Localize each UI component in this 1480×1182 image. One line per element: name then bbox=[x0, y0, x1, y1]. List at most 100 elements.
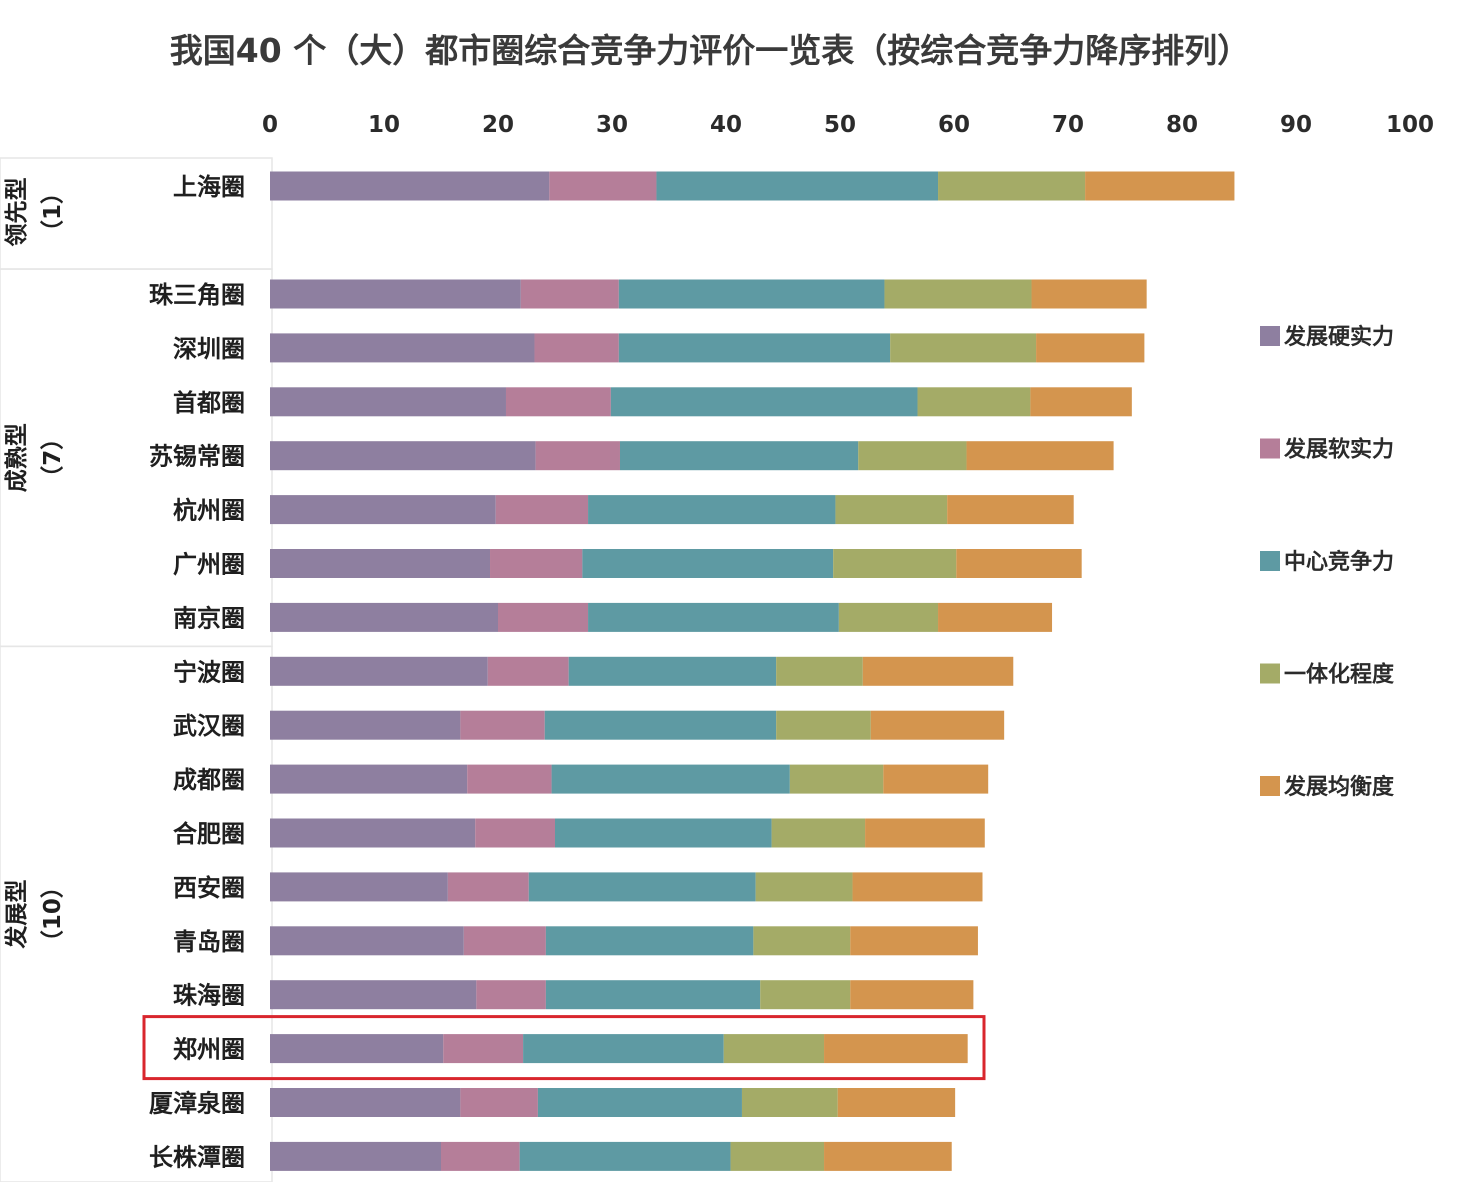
bar-segment bbox=[1085, 171, 1235, 201]
bar-segment bbox=[835, 495, 948, 525]
group-count: （10） bbox=[39, 875, 66, 953]
bar-segment bbox=[883, 764, 989, 794]
bar-segment bbox=[884, 279, 1032, 309]
legend-label: 中心竞争力 bbox=[1284, 549, 1394, 575]
legend-label: 一体化程度 bbox=[1284, 662, 1395, 688]
bar-segment bbox=[270, 279, 521, 309]
bar-segment bbox=[270, 495, 496, 525]
bar-segment bbox=[755, 872, 853, 902]
bar-segment bbox=[850, 980, 974, 1010]
bar-segment bbox=[865, 818, 985, 848]
bar-segment bbox=[270, 549, 491, 578]
category-label: 西安圈 bbox=[173, 874, 245, 902]
bar-segment bbox=[618, 333, 891, 363]
bar-segment bbox=[588, 602, 839, 632]
category-label: 珠海圈 bbox=[173, 982, 245, 1010]
category-label: 武汉圈 bbox=[173, 712, 245, 740]
category-label: 合肥圈 bbox=[173, 820, 245, 848]
bar-segment bbox=[776, 656, 863, 686]
x-tick-label: 20 bbox=[482, 112, 514, 138]
bar-segment bbox=[1030, 387, 1132, 417]
bar-segment bbox=[610, 387, 918, 417]
x-tick-label: 40 bbox=[710, 112, 742, 138]
bar-segment bbox=[528, 872, 756, 902]
bar-segment bbox=[475, 818, 555, 848]
bar-segment bbox=[270, 710, 461, 740]
x-tick-label: 90 bbox=[1280, 112, 1312, 138]
bar-segment bbox=[270, 441, 536, 471]
bar-segment bbox=[519, 1141, 731, 1171]
group-name: 领先型 bbox=[3, 178, 30, 247]
bar-segment bbox=[618, 279, 885, 309]
bar-segment bbox=[917, 387, 1031, 417]
bar-segment bbox=[723, 1034, 825, 1064]
x-tick-label: 80 bbox=[1166, 112, 1198, 138]
bar-segment bbox=[656, 171, 939, 201]
bar-segment bbox=[487, 656, 569, 686]
category-label: 深圳圈 bbox=[173, 335, 245, 363]
bar-segment bbox=[890, 333, 1037, 363]
bar-segment bbox=[760, 980, 851, 1010]
x-tick-label: 60 bbox=[938, 112, 970, 138]
bar-segment bbox=[568, 656, 777, 686]
bar-segment bbox=[520, 279, 619, 309]
bar-segment bbox=[544, 710, 777, 740]
bar-segment bbox=[619, 441, 859, 471]
bar-segment bbox=[555, 818, 772, 848]
legend-swatch bbox=[1260, 438, 1280, 459]
bar-segment bbox=[270, 1034, 444, 1064]
group-name: 发展型 bbox=[3, 880, 30, 950]
bar-segment bbox=[270, 872, 448, 902]
bar-segment bbox=[460, 710, 545, 740]
bar-segment bbox=[270, 1088, 461, 1117]
bar-segment bbox=[270, 387, 506, 417]
bar-segment bbox=[741, 1088, 838, 1117]
bar-segment bbox=[270, 602, 498, 632]
bar-segment bbox=[862, 656, 1014, 686]
bar-segment bbox=[824, 1034, 968, 1064]
bar-segment bbox=[789, 764, 884, 794]
bar-segment bbox=[490, 549, 583, 578]
bar-segment bbox=[535, 441, 620, 471]
group-count: （7） bbox=[39, 427, 66, 489]
bar-segment bbox=[549, 171, 657, 201]
bar-segment bbox=[837, 1088, 956, 1117]
bar-segment bbox=[850, 926, 978, 956]
bar-segment bbox=[270, 926, 464, 956]
bar-segment bbox=[938, 171, 1086, 201]
category-label: 首都圈 bbox=[173, 389, 245, 417]
bar-segment bbox=[771, 818, 866, 848]
bar-segment bbox=[443, 1034, 524, 1064]
bar-segment bbox=[270, 980, 477, 1010]
category-label: 南京圈 bbox=[173, 604, 245, 632]
bar-segment bbox=[447, 872, 529, 902]
bar-segment bbox=[495, 495, 589, 525]
x-tick-label: 10 bbox=[368, 112, 400, 138]
category-label: 苏锡常圈 bbox=[149, 443, 245, 471]
x-tick-label: 0 bbox=[262, 112, 278, 138]
bar-segment bbox=[523, 1034, 724, 1064]
legend-swatch bbox=[1260, 663, 1280, 684]
category-label: 长株潭圈 bbox=[149, 1143, 245, 1171]
chart-title: 我国40 个（大）都市圈综合竞争力评价一览表（按综合竞争力降序排列） bbox=[169, 31, 1251, 70]
x-tick-label: 30 bbox=[596, 112, 628, 138]
group-panel bbox=[0, 645, 273, 1182]
bar-segment bbox=[966, 441, 1114, 471]
group-count: （1） bbox=[39, 181, 66, 243]
category-label: 广州圈 bbox=[173, 551, 245, 579]
bar-segment bbox=[947, 495, 1074, 525]
bar-segment bbox=[270, 333, 535, 363]
category-label: 郑州圈 bbox=[173, 1036, 245, 1064]
bar-segment bbox=[270, 656, 488, 686]
bar-segment bbox=[956, 549, 1082, 578]
bar-segment bbox=[833, 549, 957, 578]
legend-swatch bbox=[1260, 776, 1280, 796]
bar-segment bbox=[858, 441, 967, 471]
bar-segment bbox=[1031, 279, 1147, 309]
bar-segment bbox=[588, 495, 836, 525]
bar-segment bbox=[1036, 333, 1145, 363]
bar-segment bbox=[270, 171, 550, 201]
bar-segment bbox=[270, 764, 468, 794]
bar-segment bbox=[753, 926, 851, 956]
